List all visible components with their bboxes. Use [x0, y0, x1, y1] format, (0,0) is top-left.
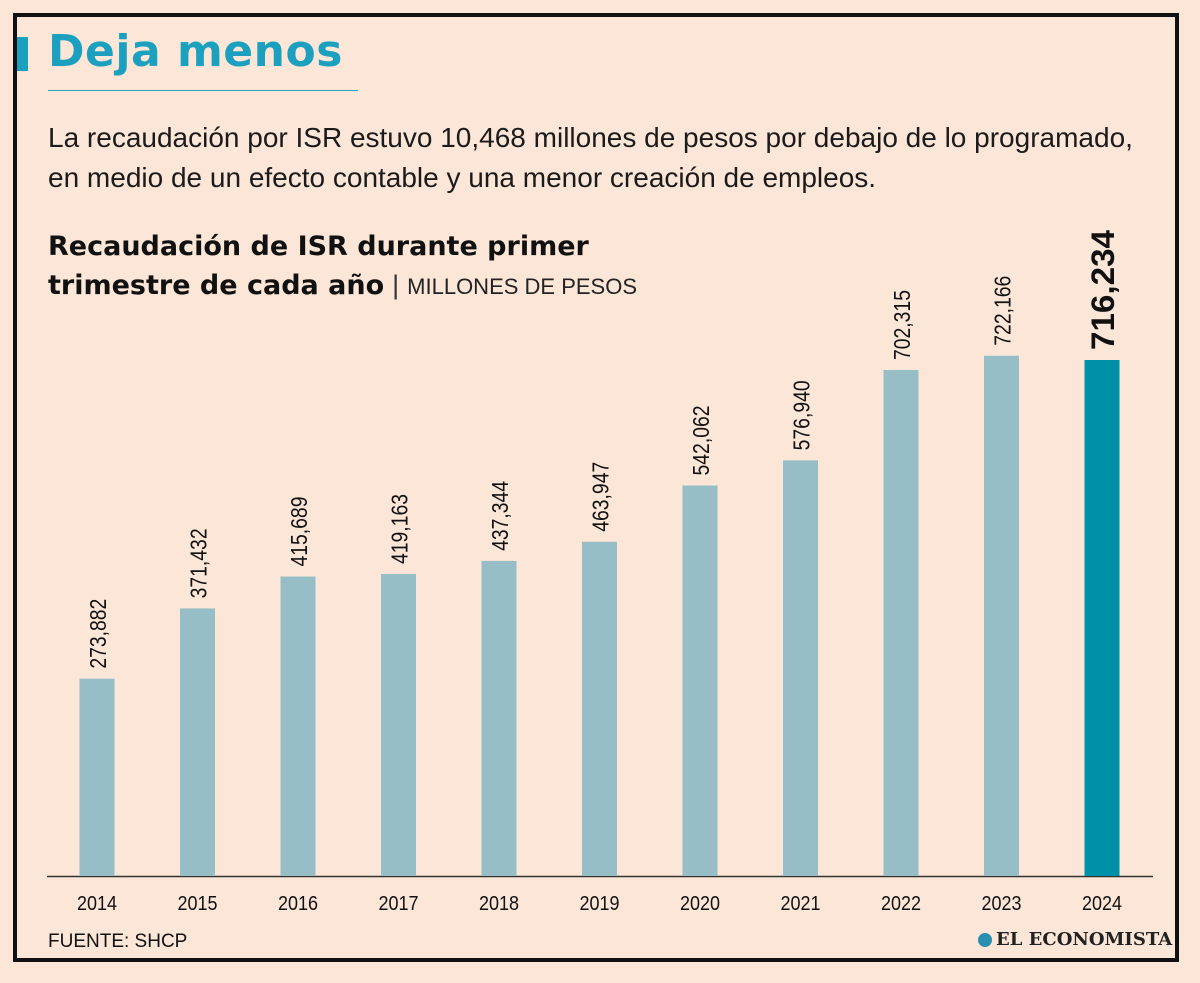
- value-label-2019: 463,947: [588, 462, 614, 532]
- logo-text: EL ECONOMISTA: [996, 929, 1173, 950]
- value-label-2015: 371,432: [186, 528, 212, 598]
- source-note: FUENTE: SHCP: [48, 931, 188, 952]
- chart-title-line2-text: trimestre de cada año: [48, 270, 385, 301]
- chart-title-line2: trimestre de cada año | MILLONES DE PESOS: [48, 266, 637, 306]
- value-label-2014: 273,882: [85, 599, 111, 669]
- accent-bar: [17, 37, 28, 71]
- units-label: MILLONES DE PESOS: [407, 274, 638, 299]
- x-tick-2016: 2016: [278, 893, 318, 915]
- chart-title-line1: Recaudación de ISR durante primer: [48, 231, 589, 262]
- x-tick-2022: 2022: [881, 893, 921, 915]
- publisher-logo: EL ECONOMISTA: [978, 929, 1172, 950]
- x-tick-2014: 2014: [77, 893, 117, 915]
- x-tick-2019: 2019: [580, 893, 620, 915]
- value-label-2022: 702,315: [889, 290, 915, 360]
- x-tick-2023: 2023: [982, 893, 1022, 915]
- value-label-2020: 542,062: [688, 405, 714, 475]
- bar-2016: [280, 576, 316, 876]
- bar-2018: [481, 560, 517, 876]
- value-label-2016: 415,689: [286, 497, 312, 567]
- value-label-2018: 437,344: [487, 481, 513, 551]
- bar-2021: [783, 460, 818, 876]
- bar-2020: [682, 485, 718, 876]
- value-label-2024: 716,234: [1085, 230, 1121, 350]
- value-label-2023: 722,166: [990, 276, 1016, 346]
- bar-2022: [883, 370, 919, 876]
- value-label-2021: 576,940: [789, 380, 815, 450]
- logo-mark-icon: [978, 932, 992, 947]
- headline: Deja menos: [48, 26, 343, 77]
- x-tick-2015: 2015: [178, 893, 218, 915]
- subtitle: La recaudación por ISR estuvo 10,468 mil…: [48, 122, 1133, 193]
- chart-title: Recaudación de ISR durante primer trimes…: [48, 228, 637, 306]
- x-tick-2017: 2017: [379, 893, 419, 915]
- value-label-2017: 419,163: [387, 494, 413, 564]
- frame-border: [13, 13, 1179, 962]
- bar-2017: [381, 574, 416, 876]
- headline-rule: [48, 90, 358, 91]
- x-tick-2018: 2018: [479, 893, 519, 915]
- x-tick-2020: 2020: [680, 893, 720, 915]
- bar-2024: [1084, 360, 1120, 876]
- bar-2014: [79, 678, 115, 876]
- x-tick-2021: 2021: [781, 893, 821, 915]
- title-separator: |: [392, 270, 400, 300]
- x-tick-2024: 2024: [1082, 893, 1122, 915]
- bar-2015: [180, 608, 215, 876]
- bar-2023: [984, 355, 1019, 876]
- bar-2019: [582, 541, 617, 876]
